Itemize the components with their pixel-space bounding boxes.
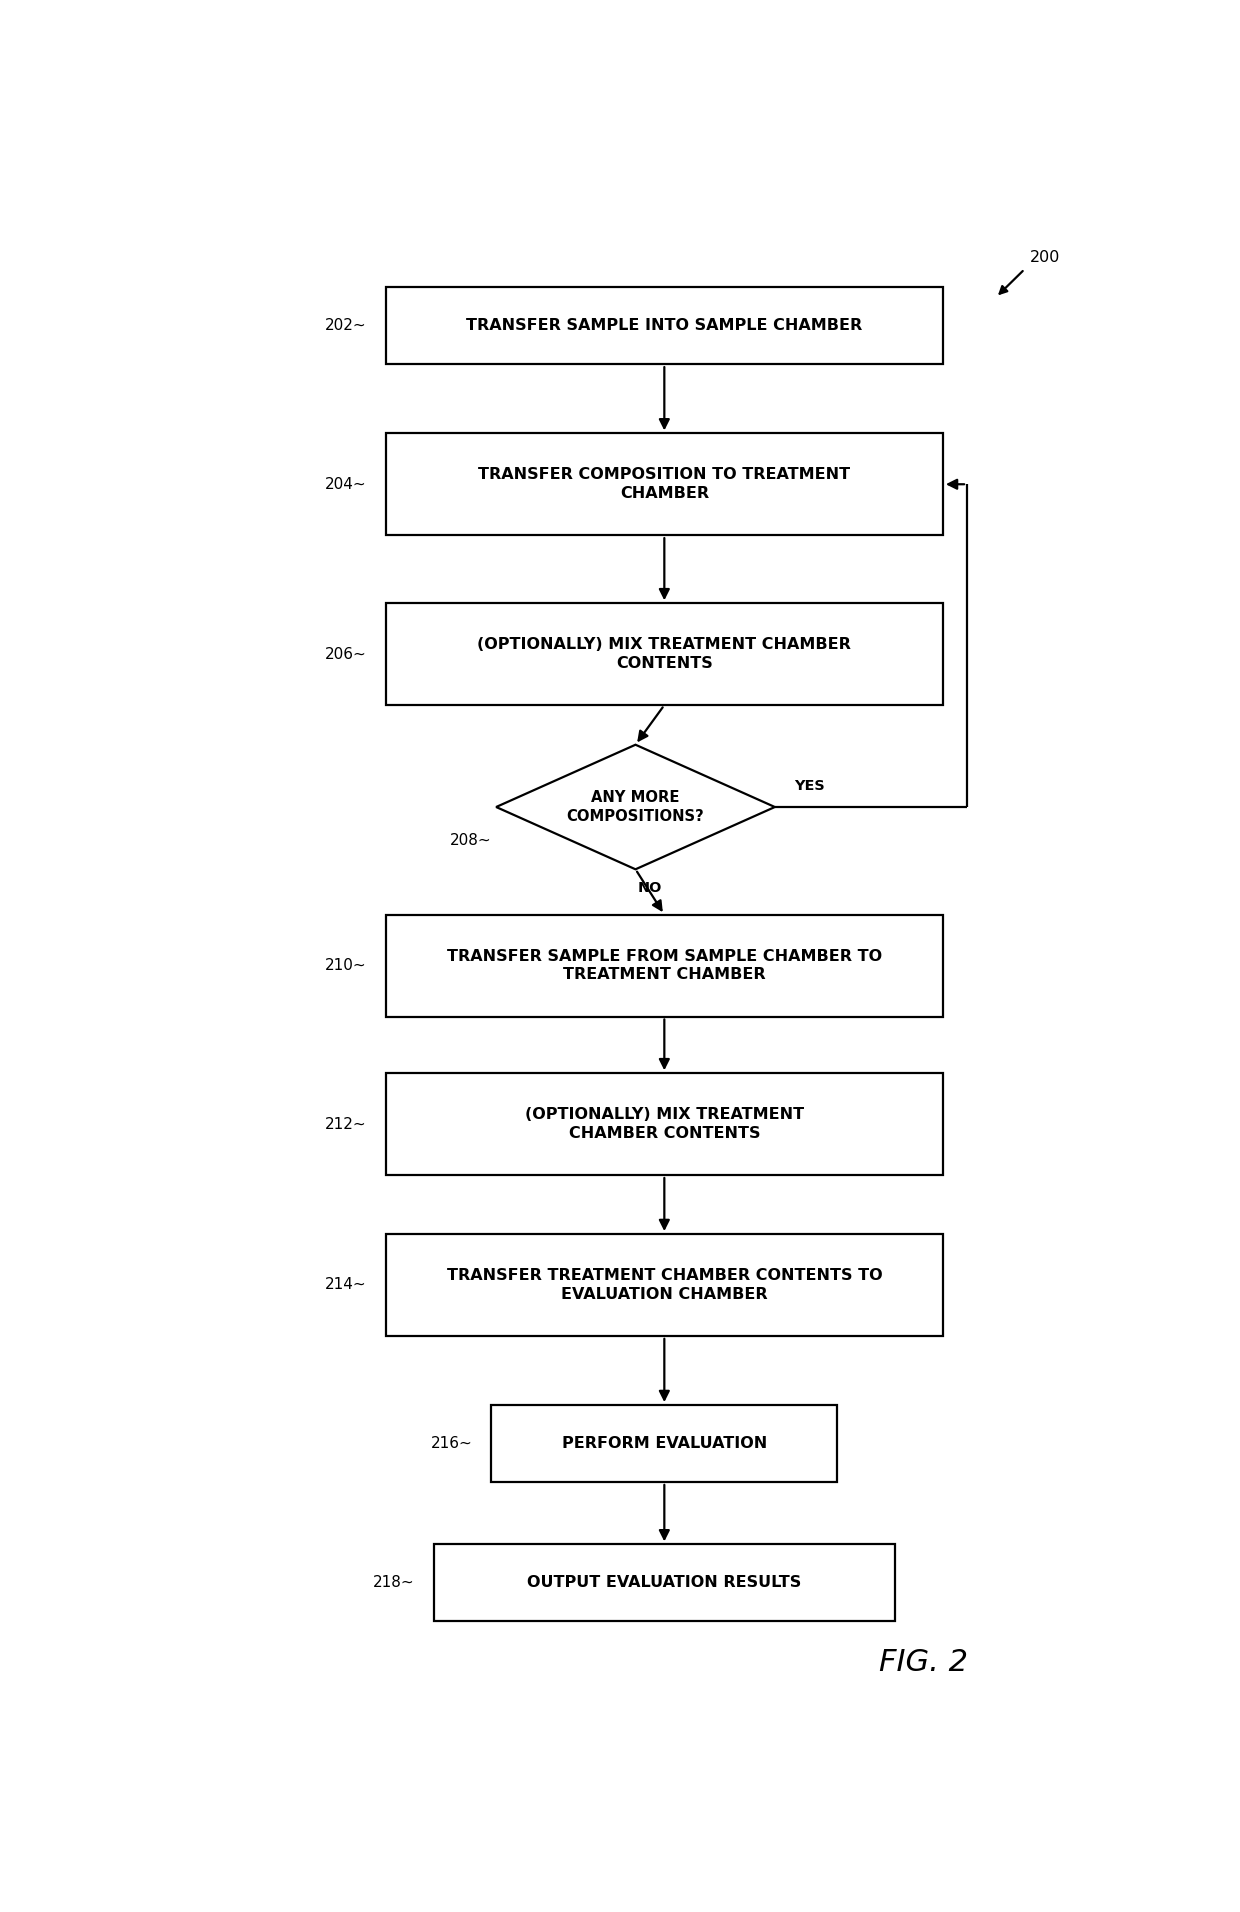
Text: 202~: 202~ bbox=[325, 317, 367, 333]
Text: NO: NO bbox=[637, 881, 662, 895]
Text: TRANSFER SAMPLE FROM SAMPLE CHAMBER TO
TREATMENT CHAMBER: TRANSFER SAMPLE FROM SAMPLE CHAMBER TO T… bbox=[446, 948, 882, 983]
FancyBboxPatch shape bbox=[386, 602, 944, 706]
FancyBboxPatch shape bbox=[434, 1545, 895, 1621]
Text: YES: YES bbox=[794, 780, 825, 793]
Text: TRANSFER TREATMENT CHAMBER CONTENTS TO
EVALUATION CHAMBER: TRANSFER TREATMENT CHAMBER CONTENTS TO E… bbox=[446, 1268, 882, 1302]
Text: 214~: 214~ bbox=[325, 1277, 367, 1293]
FancyBboxPatch shape bbox=[386, 1073, 944, 1176]
Text: TRANSFER COMPOSITION TO TREATMENT
CHAMBER: TRANSFER COMPOSITION TO TREATMENT CHAMBE… bbox=[479, 467, 851, 501]
Text: 200: 200 bbox=[1029, 250, 1060, 266]
Text: 210~: 210~ bbox=[325, 958, 367, 973]
Text: OUTPUT EVALUATION RESULTS: OUTPUT EVALUATION RESULTS bbox=[527, 1575, 801, 1591]
Text: FIG. 2: FIG. 2 bbox=[879, 1648, 968, 1677]
FancyBboxPatch shape bbox=[386, 434, 944, 535]
Text: 206~: 206~ bbox=[325, 646, 367, 662]
Text: (OPTIONALLY) MIX TREATMENT
CHAMBER CONTENTS: (OPTIONALLY) MIX TREATMENT CHAMBER CONTE… bbox=[525, 1107, 804, 1141]
Polygon shape bbox=[496, 746, 775, 870]
Text: 208~: 208~ bbox=[450, 834, 491, 849]
Text: 216~: 216~ bbox=[430, 1436, 472, 1451]
Text: TRANSFER SAMPLE INTO SAMPLE CHAMBER: TRANSFER SAMPLE INTO SAMPLE CHAMBER bbox=[466, 317, 863, 333]
Text: 204~: 204~ bbox=[325, 476, 367, 491]
Text: 212~: 212~ bbox=[325, 1117, 367, 1132]
Text: PERFORM EVALUATION: PERFORM EVALUATION bbox=[562, 1436, 768, 1451]
Text: (OPTIONALLY) MIX TREATMENT CHAMBER
CONTENTS: (OPTIONALLY) MIX TREATMENT CHAMBER CONTE… bbox=[477, 637, 852, 671]
FancyBboxPatch shape bbox=[386, 287, 944, 363]
FancyBboxPatch shape bbox=[386, 1233, 944, 1336]
Text: 218~: 218~ bbox=[373, 1575, 414, 1591]
FancyBboxPatch shape bbox=[386, 914, 944, 1017]
Text: ANY MORE
COMPOSITIONS?: ANY MORE COMPOSITIONS? bbox=[567, 790, 704, 824]
FancyBboxPatch shape bbox=[491, 1405, 837, 1482]
